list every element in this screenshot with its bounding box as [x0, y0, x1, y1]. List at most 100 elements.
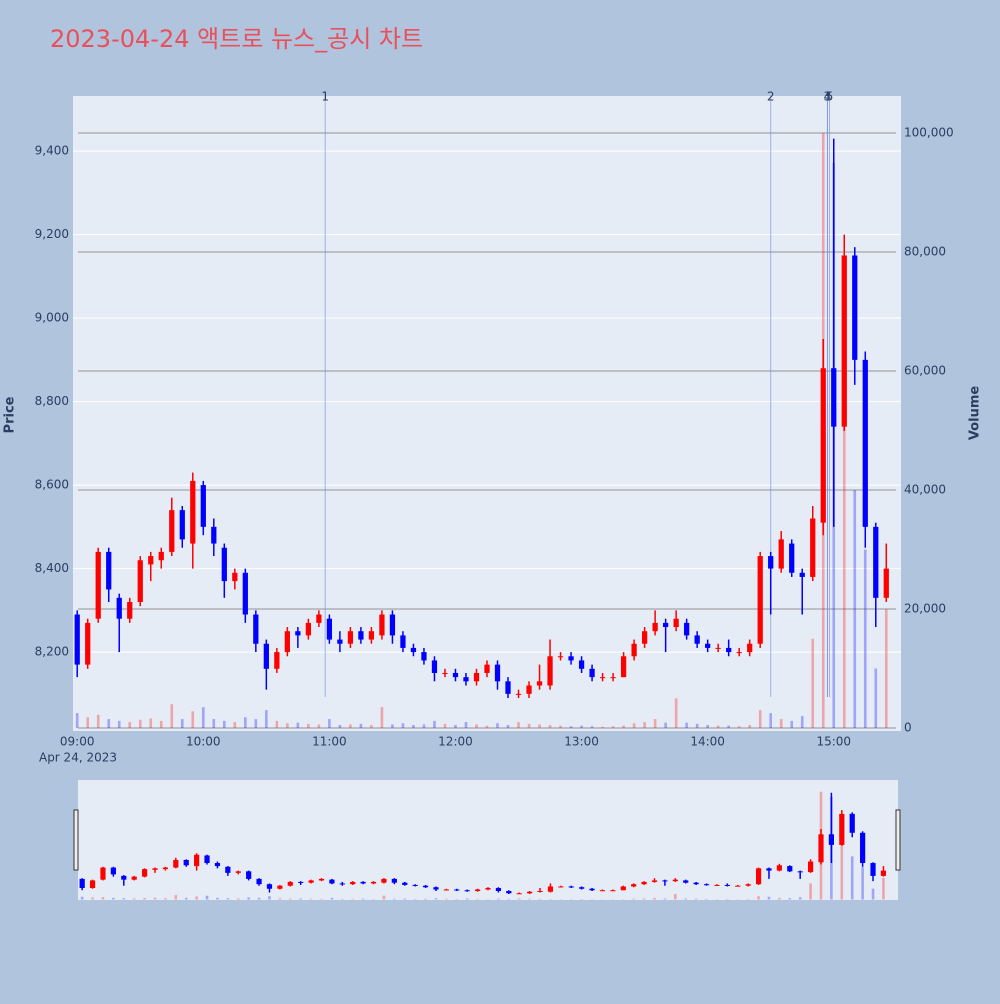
volume-bar	[654, 719, 657, 728]
volume-bar	[496, 723, 499, 728]
x-date-label: Apr 24, 2023	[39, 751, 117, 765]
volume-bar	[811, 639, 814, 728]
volume-bar	[539, 899, 542, 900]
candle-body	[787, 866, 792, 871]
volume-bar	[320, 899, 323, 900]
candle-body	[789, 544, 794, 573]
volume-bar	[370, 725, 373, 728]
y-tick-label: 9,000	[35, 311, 69, 325]
candle-body	[881, 871, 886, 876]
candle-body	[132, 877, 137, 880]
candle-body	[117, 598, 122, 619]
candle-body	[475, 889, 480, 891]
volume-bar	[476, 899, 479, 900]
volume-bar	[727, 726, 730, 728]
volume-bar	[861, 867, 864, 899]
y2-tick-label: 80,000	[904, 245, 946, 259]
volume-bar	[780, 719, 783, 728]
candle-body	[517, 893, 522, 894]
candle-body	[642, 631, 647, 644]
candle-body	[579, 660, 584, 668]
candle-body	[579, 887, 584, 889]
volume-bar	[195, 896, 198, 899]
volume-bar	[455, 899, 458, 900]
volume-bar	[853, 490, 856, 728]
volume-bar	[601, 727, 604, 728]
volume-bar	[227, 898, 230, 899]
candle-body	[621, 656, 626, 677]
candle-body	[716, 648, 721, 649]
volume-bar	[475, 724, 478, 728]
candle-body	[808, 862, 813, 873]
candle-body	[683, 880, 688, 882]
candle-body	[485, 888, 490, 890]
volume-bar	[102, 897, 105, 899]
volume-bar	[748, 725, 751, 728]
volume-bar	[268, 896, 271, 899]
candle-body	[100, 868, 105, 880]
candle-body	[756, 868, 761, 884]
volume-bar	[465, 722, 468, 728]
candle-body	[495, 665, 500, 682]
volume-bar	[528, 724, 531, 728]
volume-bar	[81, 897, 84, 900]
candle-body	[159, 552, 164, 560]
volume-bar	[381, 707, 384, 728]
volume-bar	[362, 899, 365, 900]
candle-body	[400, 635, 405, 648]
candle-body	[194, 855, 199, 866]
y-tick-label: 8,400	[35, 561, 69, 575]
candle-body	[496, 888, 501, 891]
y-tick-label: 8,600	[35, 478, 69, 492]
candle-body	[316, 615, 321, 623]
candle-body	[267, 884, 272, 889]
candle-body	[547, 656, 552, 685]
candle-body	[379, 615, 384, 636]
volume-bar	[160, 721, 163, 728]
volume-bar	[664, 723, 667, 728]
candle-body	[537, 891, 542, 892]
range-slider[interactable]	[78, 780, 898, 900]
volume-bar	[466, 898, 469, 899]
candle-body	[694, 883, 699, 885]
candle-body	[432, 660, 437, 673]
candle-body	[621, 886, 626, 890]
candle-body	[413, 885, 418, 886]
candle-body	[568, 656, 573, 660]
volume-bar	[297, 723, 300, 728]
x-tick-label: 12:00	[438, 735, 473, 749]
candle-body	[662, 880, 667, 881]
volume-bar	[265, 710, 268, 728]
volume-bar	[885, 609, 888, 728]
volume-bar	[170, 704, 173, 728]
volume-bar	[684, 898, 687, 899]
candle-body	[537, 681, 542, 685]
volume-bar	[212, 719, 215, 728]
plot-area	[73, 96, 901, 731]
volume-bar	[580, 726, 583, 728]
candle-body	[75, 615, 80, 665]
candle-body	[663, 623, 668, 627]
volume-bar	[206, 896, 209, 900]
volume-bar	[435, 898, 438, 899]
volume-bar	[223, 721, 226, 728]
volume-bar	[289, 899, 292, 900]
volume-bar	[643, 898, 646, 899]
candle-body	[800, 573, 805, 577]
volume-bar	[310, 899, 313, 900]
candle-body	[327, 619, 332, 640]
volume-bar	[143, 898, 146, 900]
slider-handle[interactable]	[896, 810, 900, 870]
slider-handle[interactable]	[74, 810, 78, 870]
volume-bar	[299, 898, 302, 899]
volume-bar	[318, 724, 321, 728]
candle-body	[589, 889, 594, 891]
candle-body	[337, 640, 342, 644]
candle-body	[308, 880, 313, 882]
candle-body	[225, 867, 230, 873]
volume-bar	[674, 894, 677, 899]
annotation-label: 2	[767, 90, 775, 104]
candle-body	[306, 623, 311, 636]
candle-body	[288, 882, 293, 886]
candle-body	[392, 879, 397, 883]
